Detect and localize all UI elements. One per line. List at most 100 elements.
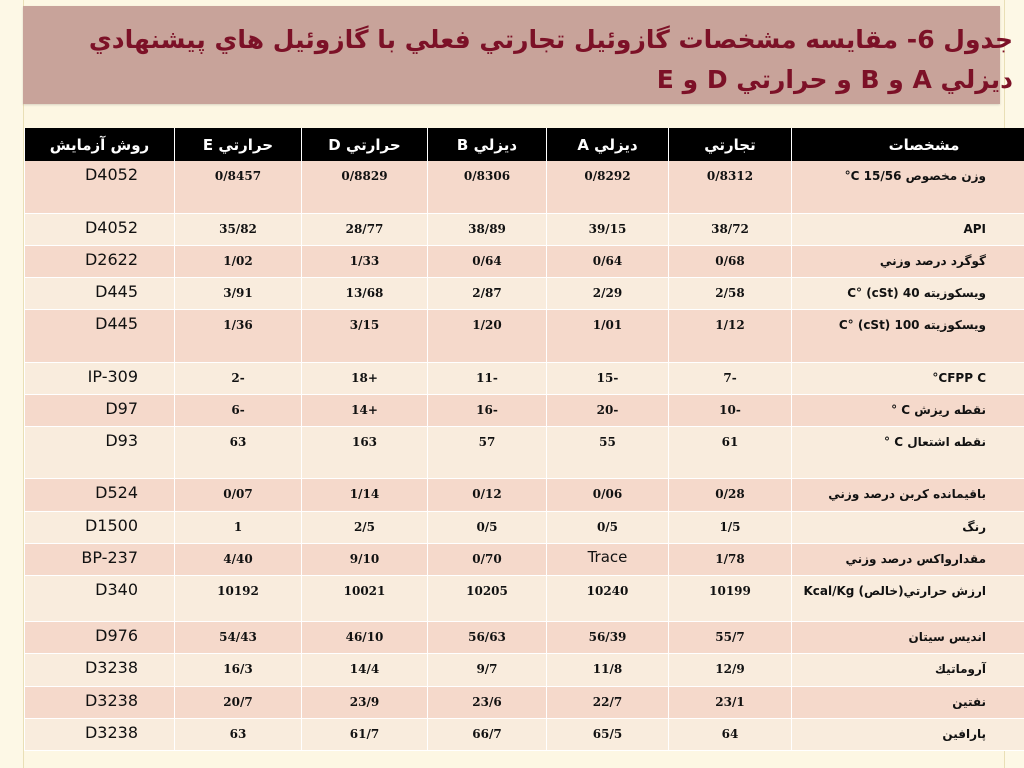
table-row: ارزش حرارتي(خالص) Kcal/Kg 10199 10240 10205… xyxy=(24,575,1024,623)
cell-thermal-e: 0/8457 xyxy=(174,161,302,214)
cell-property: رنگ xyxy=(791,511,1024,544)
header-diesel-a: ديزلي A xyxy=(546,128,669,161)
cell-diesel-b: 9/7 xyxy=(427,653,547,687)
cell-thermal-d: 10021 xyxy=(301,575,428,623)
cell-thermal-e: -6 xyxy=(174,394,302,428)
cell-property: گوگرد درصد وزني xyxy=(791,245,1024,279)
cell-commercial: 0/68 xyxy=(668,245,792,279)
table-row: باقيمانده كربن درصد وزني 0/28 0/06 0/12 1/14… xyxy=(24,478,1024,512)
cell-thermal-e: 0/07 xyxy=(174,478,302,512)
cell-thermal-d: +18 xyxy=(301,362,428,395)
cell-test-method: D976 xyxy=(24,621,175,655)
cell-thermal-e: 1/02 xyxy=(174,245,302,279)
cell-diesel-b: 0/64 xyxy=(427,245,547,279)
cell-thermal-e: 35/82 xyxy=(174,213,302,246)
cell-commercial: 0/8312 xyxy=(668,161,792,214)
cell-diesel-b: 56/63 xyxy=(427,621,547,655)
cell-test-method: BP-237 xyxy=(24,543,175,576)
cell-property: نقطه ريزش C ° xyxy=(791,394,1024,428)
cell-test-method: D524 xyxy=(24,478,175,512)
cell-thermal-e: 1/36 xyxy=(174,309,302,363)
cell-thermal-e: 3/91 xyxy=(174,277,302,311)
cell-commercial: 1/12 xyxy=(668,309,792,363)
table-row: نقطه اشتعال C ° 61 55 57 163 63 D93 xyxy=(24,426,1024,480)
cell-commercial: 2/58 xyxy=(668,277,792,311)
cell-diesel-a: 65/5 xyxy=(546,718,669,752)
cell-commercial: 10199 xyxy=(668,575,792,623)
cell-diesel-b: 57 xyxy=(427,426,547,480)
cell-thermal-d: +14 xyxy=(301,394,428,428)
cell-test-method: D4052 xyxy=(24,213,175,246)
header-diesel-b: ديزلي B xyxy=(427,128,547,161)
cell-diesel-a: -15 xyxy=(546,362,669,395)
cell-diesel-a: 0/64 xyxy=(546,245,669,279)
title-band: جدول 6- مقايسه مشخصات گازوئيل تجارتي فعل… xyxy=(23,6,1013,104)
table-row: نقطه ريزش C ° -10 -20 -16 +14 -6 D97 xyxy=(24,394,1024,428)
cell-commercial: 61 xyxy=(668,426,792,480)
cell-test-method: D97 xyxy=(24,394,175,428)
cell-commercial: 1/78 xyxy=(668,543,792,576)
cell-thermal-d: 46/10 xyxy=(301,621,428,655)
cell-test-method: D4052 xyxy=(24,161,175,214)
cell-diesel-b: 1/20 xyxy=(427,309,547,363)
cell-commercial: 23/1 xyxy=(668,686,792,719)
cell-test-method: D93 xyxy=(24,426,175,480)
cell-thermal-d: 13/68 xyxy=(301,277,428,311)
cell-commercial: 1/5 xyxy=(668,511,792,544)
cell-diesel-a: 39/15 xyxy=(546,213,669,246)
table-row: پارافين 64 65/5 66/7 61/7 63 D3238 xyxy=(24,718,1024,752)
cell-test-method: D340 xyxy=(24,575,175,623)
cell-thermal-d: 3/15 xyxy=(301,309,428,363)
cell-diesel-a: 0/5 xyxy=(546,511,669,544)
table-row: CFPP C° -7 -15 -11 +18 -2 IP-309 xyxy=(24,362,1024,395)
cell-thermal-d: 2/5 xyxy=(301,511,428,544)
table-body: وزن مخصوص 15/56 C° 0/8312 0/8292 0/8306 0/88… xyxy=(24,161,1024,752)
cell-thermal-d: 23/9 xyxy=(301,686,428,719)
cell-property: API xyxy=(791,213,1024,246)
cell-test-method: IP-309 xyxy=(24,362,175,395)
table-row: ويسكوزيته 40 C° (cSt) 2/58 2/29 2/87 13/68 3/… xyxy=(24,277,1024,311)
cell-diesel-b: 38/89 xyxy=(427,213,547,246)
cell-diesel-b: 0/8306 xyxy=(427,161,547,214)
cell-diesel-a: 22/7 xyxy=(546,686,669,719)
cell-diesel-b: 66/7 xyxy=(427,718,547,752)
cell-property: نفتين xyxy=(791,686,1024,719)
table-row: نفتين 23/1 22/7 23/6 23/9 20/7 D3238 xyxy=(24,686,1024,719)
cell-commercial: 0/28 xyxy=(668,478,792,512)
cell-test-method: D3238 xyxy=(24,653,175,687)
cell-commercial: 38/72 xyxy=(668,213,792,246)
cell-thermal-d: 163 xyxy=(301,426,428,480)
table-row: وزن مخصوص 15/56 C° 0/8312 0/8292 0/8306 0/88… xyxy=(24,161,1024,214)
cell-thermal-e: 63 xyxy=(174,718,302,752)
cell-property: ارزش حرارتي(خالص) Kcal/Kg xyxy=(791,575,1024,623)
cell-diesel-a: 56/39 xyxy=(546,621,669,655)
cell-diesel-b: 10205 xyxy=(427,575,547,623)
cell-diesel-a: 11/8 xyxy=(546,653,669,687)
cell-commercial: 12/9 xyxy=(668,653,792,687)
cell-thermal-e: 63 xyxy=(174,426,302,480)
cell-commercial: -10 xyxy=(668,394,792,428)
header-specification: مشخصات xyxy=(791,128,1024,161)
cell-property: باقيمانده كربن درصد وزني xyxy=(791,478,1024,512)
cell-commercial: 64 xyxy=(668,718,792,752)
cell-thermal-d: 61/7 xyxy=(301,718,428,752)
cell-test-method: D445 xyxy=(24,277,175,311)
slide-title: جدول 6- مقايسه مشخصات گازوئيل تجارتي فعل… xyxy=(88,25,1013,94)
cell-thermal-e: 54/43 xyxy=(174,621,302,655)
cell-diesel-a: 1/01 xyxy=(546,309,669,363)
cell-test-method: D1500 xyxy=(24,511,175,544)
header-thermal-e: حرارتي E xyxy=(174,128,302,161)
header-thermal-d: حرارتي D xyxy=(301,128,428,161)
cell-diesel-b: 0/12 xyxy=(427,478,547,512)
cell-property: آروماتيك xyxy=(791,653,1024,687)
cell-property: نقطه اشتعال C ° xyxy=(791,426,1024,480)
cell-property: انديس سيتان xyxy=(791,621,1024,655)
cell-diesel-a: 10240 xyxy=(546,575,669,623)
cell-diesel-a: 0/06 xyxy=(546,478,669,512)
cell-thermal-e: 16/3 xyxy=(174,653,302,687)
cell-thermal-d: 1/33 xyxy=(301,245,428,279)
table-row: API 38/72 39/15 38/89 28/77 35/82 D4052 xyxy=(24,213,1024,246)
cell-thermal-d: 14/4 xyxy=(301,653,428,687)
cell-diesel-b: -16 xyxy=(427,394,547,428)
cell-property: CFPP C° xyxy=(791,362,1024,395)
